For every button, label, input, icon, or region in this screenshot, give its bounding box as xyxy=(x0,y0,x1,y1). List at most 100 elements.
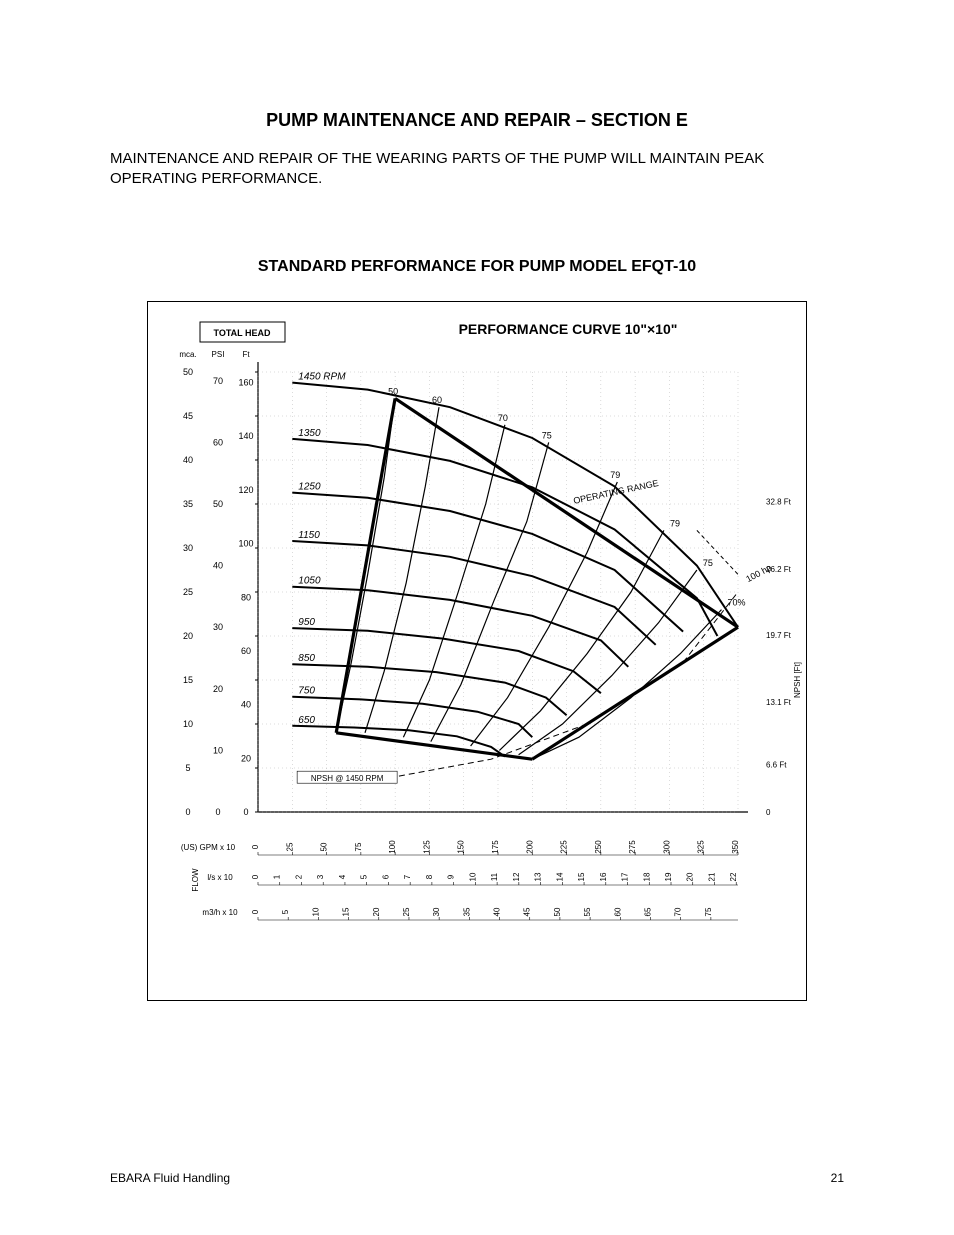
svg-text:79: 79 xyxy=(610,470,620,480)
svg-text:60: 60 xyxy=(613,907,622,916)
svg-text:2: 2 xyxy=(294,874,303,879)
svg-text:300: 300 xyxy=(662,840,671,854)
svg-text:20: 20 xyxy=(372,907,381,916)
svg-text:100 hp: 100 hp xyxy=(744,562,773,584)
svg-text:mca.: mca. xyxy=(179,350,196,359)
page: PUMP MAINTENANCE AND REPAIR – SECTION E … xyxy=(0,0,954,1235)
svg-text:1250: 1250 xyxy=(298,482,321,493)
svg-text:100: 100 xyxy=(388,840,397,854)
svg-text:50: 50 xyxy=(320,842,329,851)
svg-text:75: 75 xyxy=(704,907,713,916)
intro-text: MAINTENANCE AND REPAIR OF THE WEARING PA… xyxy=(110,149,844,188)
svg-text:20: 20 xyxy=(183,631,193,641)
svg-text:60: 60 xyxy=(241,646,251,656)
svg-text:750: 750 xyxy=(298,686,315,697)
svg-text:70: 70 xyxy=(498,413,508,423)
svg-text:14: 14 xyxy=(555,872,564,881)
svg-text:325: 325 xyxy=(697,840,706,854)
svg-text:13: 13 xyxy=(534,872,543,881)
svg-text:150: 150 xyxy=(457,840,466,854)
svg-text:50: 50 xyxy=(183,367,193,377)
svg-text:16: 16 xyxy=(599,872,608,881)
svg-text:50: 50 xyxy=(388,386,398,396)
svg-text:0: 0 xyxy=(215,807,220,817)
chart-svg: TOTAL HEAD PERFORMANCE CURVE 10"×10" mca. P… xyxy=(148,302,808,1002)
svg-text:(US) GPM x 10: (US) GPM x 10 xyxy=(181,843,236,852)
svg-text:PERFORMANCE CURVE 10"×10": PERFORMANCE CURVE 10"×10" xyxy=(459,321,678,337)
svg-text:55: 55 xyxy=(583,907,592,916)
svg-text:75: 75 xyxy=(354,842,363,851)
svg-text:1: 1 xyxy=(273,874,282,879)
svg-text:40: 40 xyxy=(213,561,223,571)
svg-text:160: 160 xyxy=(238,378,253,388)
svg-text:0: 0 xyxy=(185,807,190,817)
svg-text:125: 125 xyxy=(422,840,431,854)
svg-text:45: 45 xyxy=(183,411,193,421)
svg-text:275: 275 xyxy=(628,840,637,854)
svg-text:25: 25 xyxy=(183,587,193,597)
svg-text:79: 79 xyxy=(670,518,680,528)
svg-text:35: 35 xyxy=(183,499,193,509)
svg-text:6.6 Ft: 6.6 Ft xyxy=(766,760,787,769)
svg-text:1450 RPM: 1450 RPM xyxy=(298,372,346,383)
svg-text:Ft: Ft xyxy=(242,350,250,359)
svg-text:30: 30 xyxy=(213,622,223,632)
footer-pagenum: 21 xyxy=(831,1171,844,1185)
svg-text:4: 4 xyxy=(338,874,347,879)
svg-text:TOTAL HEAD: TOTAL HEAD xyxy=(213,328,271,338)
svg-text:21: 21 xyxy=(707,872,716,881)
svg-text:80: 80 xyxy=(241,592,251,602)
svg-text:15: 15 xyxy=(577,872,586,881)
svg-text:10: 10 xyxy=(213,745,223,755)
svg-text:140: 140 xyxy=(238,431,253,441)
svg-text:5: 5 xyxy=(185,763,190,773)
svg-text:70: 70 xyxy=(674,907,683,916)
svg-text:40: 40 xyxy=(241,700,251,710)
svg-text:12: 12 xyxy=(512,872,521,881)
svg-text:70%: 70% xyxy=(728,598,746,608)
svg-text:75: 75 xyxy=(703,558,713,568)
svg-text:3: 3 xyxy=(316,874,325,879)
svg-text:15: 15 xyxy=(183,675,193,685)
svg-text:m3/h x 10: m3/h x 10 xyxy=(202,908,238,917)
svg-text:20: 20 xyxy=(241,753,251,763)
svg-text:1350: 1350 xyxy=(298,428,321,439)
svg-text:0: 0 xyxy=(243,807,248,817)
svg-text:PSI: PSI xyxy=(212,350,225,359)
svg-text:20: 20 xyxy=(686,872,695,881)
svg-text:0: 0 xyxy=(251,844,260,849)
svg-text:l/s x 10: l/s x 10 xyxy=(207,873,233,882)
svg-text:35: 35 xyxy=(462,907,471,916)
chart-title: STANDARD PERFORMANCE FOR PUMP MODEL EFQT… xyxy=(110,258,844,276)
svg-text:11: 11 xyxy=(490,872,499,881)
performance-chart: TOTAL HEAD PERFORMANCE CURVE 10"×10" mca. P… xyxy=(147,301,807,1001)
svg-text:75: 75 xyxy=(542,430,552,440)
svg-text:850: 850 xyxy=(298,653,315,664)
section-title: PUMP MAINTENANCE AND REPAIR – SECTION E xyxy=(110,110,844,131)
svg-text:6: 6 xyxy=(381,874,390,879)
svg-text:40: 40 xyxy=(493,907,502,916)
svg-text:19: 19 xyxy=(664,872,673,881)
svg-text:32.8 Ft: 32.8 Ft xyxy=(766,497,792,506)
svg-text:0: 0 xyxy=(251,874,260,879)
svg-text:0: 0 xyxy=(251,909,260,914)
svg-text:650: 650 xyxy=(298,715,315,726)
svg-text:10: 10 xyxy=(183,719,193,729)
svg-text:13.1 Ft: 13.1 Ft xyxy=(766,698,792,707)
svg-text:1150: 1150 xyxy=(298,530,320,541)
svg-text:225: 225 xyxy=(560,840,569,854)
svg-text:60: 60 xyxy=(432,395,442,405)
svg-text:9: 9 xyxy=(447,874,456,879)
svg-text:18: 18 xyxy=(642,872,651,881)
page-footer: EBARA Fluid Handling 21 xyxy=(110,1171,844,1185)
svg-text:19.7 Ft: 19.7 Ft xyxy=(766,631,792,640)
svg-text:NPSH [Ft]: NPSH [Ft] xyxy=(793,662,802,698)
svg-text:5: 5 xyxy=(281,909,290,914)
svg-text:FLOW: FLOW xyxy=(191,868,200,892)
svg-text:0: 0 xyxy=(766,808,771,817)
svg-text:22: 22 xyxy=(729,872,738,881)
svg-text:17: 17 xyxy=(621,872,630,881)
svg-text:250: 250 xyxy=(594,840,603,854)
svg-text:8: 8 xyxy=(425,874,434,879)
svg-text:950: 950 xyxy=(298,617,315,628)
